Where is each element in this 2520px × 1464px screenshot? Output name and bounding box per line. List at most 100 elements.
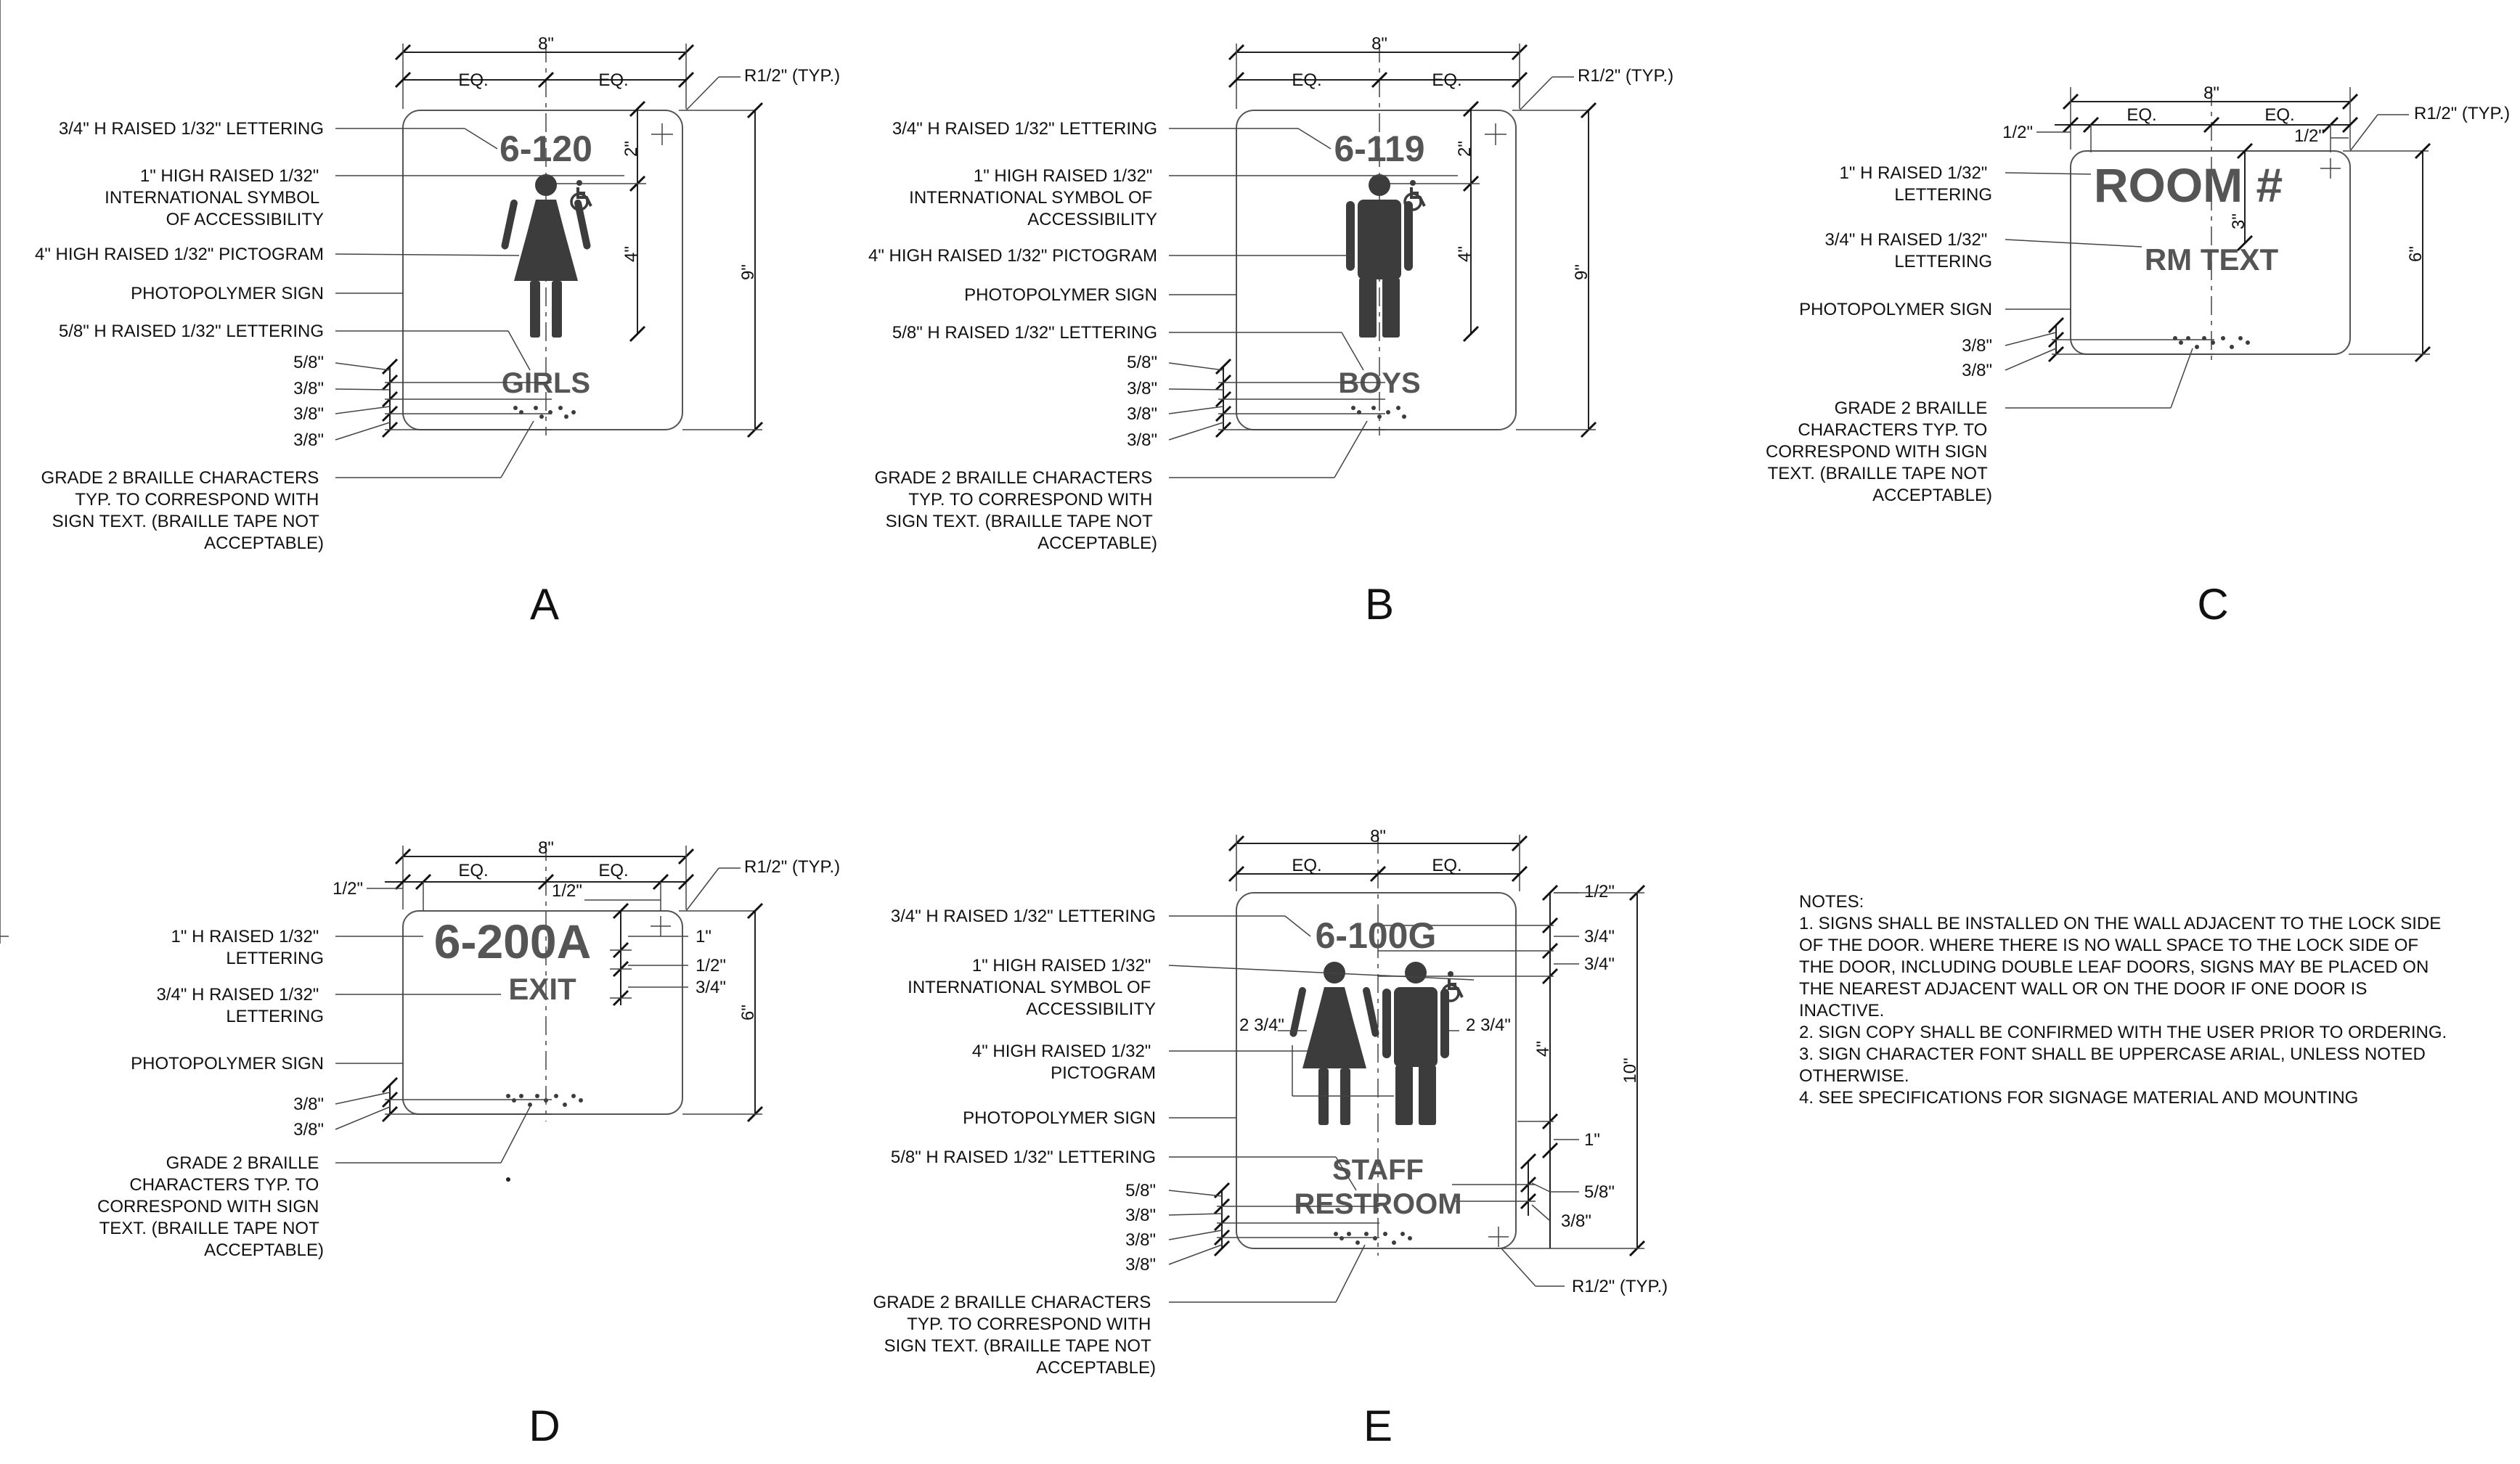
lbl-photopolymer: PHOTOPOLYMER SIGN	[131, 284, 324, 303]
dim-height: 10"	[1620, 1058, 1640, 1083]
sign-text: RM TEXT	[2145, 242, 2279, 277]
dim-eq-left: EQ.	[1292, 70, 1321, 90]
radius-label: R1/2" (TYP.)	[2414, 104, 2510, 123]
dim-3in: 3"	[2229, 213, 2248, 229]
detail-letter-b: B	[1365, 580, 1394, 629]
dim-2in: 2"	[621, 141, 641, 157]
lbl-34: 3/4" H RAISED 1/32" LETTERING	[892, 119, 1157, 139]
dim-38: 3/8"	[1127, 430, 1157, 450]
note-line: 3. SIGN CHARACTER FONT SHALL BE UPPERCAS…	[1799, 1044, 2426, 1064]
lbl-photopolymer: PHOTOPOLYMER SIGN	[963, 1108, 1156, 1128]
lbl-pictogram: 4" HIGH RAISED 1/32" PICTOGRAM	[868, 246, 1157, 266]
dim-4in: 4"	[1455, 246, 1475, 262]
dim-38: 3/8"	[293, 379, 324, 398]
dim-34: 3/4"	[1584, 927, 1615, 946]
room-number: 6-120	[499, 128, 592, 169]
dim-eq-left: EQ.	[458, 70, 488, 90]
sign-text: GIRLS	[502, 367, 590, 399]
dim-58: 5/8"	[1125, 1181, 1156, 1201]
lbl-isa: 1" HIGH RAISED 1/32" INTERNATIONAL SYMBO…	[105, 166, 324, 229]
dim-half-right: 1/2"	[2294, 126, 2325, 146]
dim-38: 3/8"	[1125, 1255, 1156, 1275]
lbl-34: 3/4" H RAISED 1/32" LETTERING	[157, 985, 324, 1026]
note-line: 2. SIGN COPY SHALL BE CONFIRMED WITH THE…	[1799, 1023, 2447, 1042]
dim-height: 6"	[738, 1005, 758, 1021]
note-line: OTHERWISE.	[1799, 1066, 1909, 1086]
radius-label: R1/2" (TYP.)	[1578, 66, 1673, 86]
note-line: INACTIVE.	[1799, 1001, 1884, 1021]
sign-e: 8" EQ. EQ. 1/2" 3/4" 3/4" 4" 1" 5/8"	[873, 827, 1668, 1450]
sign-text: EXIT	[508, 972, 576, 1006]
dim-38: 3/8"	[293, 1095, 324, 1114]
braille-icon	[1334, 1232, 1412, 1245]
dim-38: 3/8"	[1127, 379, 1157, 398]
dim-eq-left: EQ.	[2126, 105, 2156, 125]
lbl-braille: GRADE 2 BRAILLE CHARACTERS TYP. TO CORRE…	[875, 468, 1157, 553]
dim-width: 8"	[2203, 83, 2219, 103]
note-line: 4. SEE SPECIFICATIONS FOR SIGNAGE MATERI…	[1799, 1088, 2358, 1108]
dim-38: 3/8"	[1561, 1211, 1591, 1231]
braille-icon	[1351, 406, 1406, 419]
dim-38: 3/8"	[1962, 361, 1992, 380]
room-number: 6-119	[1334, 128, 1424, 169]
dim-eq-left: EQ.	[1292, 856, 1321, 875]
room-number: 6-100G	[1316, 915, 1437, 956]
dim-1in: 1"	[1584, 1130, 1600, 1150]
dim-width: 8"	[1371, 34, 1387, 54]
dim-1in: 1"	[696, 927, 711, 946]
woman-pictogram-icon	[1289, 962, 1380, 1125]
dim-eq-right: EQ.	[598, 70, 628, 90]
dim-eq-right: EQ.	[598, 861, 628, 880]
dim-height: 9"	[1572, 264, 1591, 280]
dim-58: 5/8"	[1584, 1182, 1615, 1202]
dim-half: 1/2"	[696, 956, 726, 976]
dim-234-left: 2 3/4"	[1239, 1015, 1284, 1035]
note-line: 1. SIGNS SHALL BE INSTALLED ON THE WALL …	[1799, 914, 2441, 933]
dim-34: 3/4"	[1584, 954, 1615, 974]
sign-b: 8" EQ. EQ. R1/2" (TYP.) 9" 2" 4" 6-119 B…	[868, 34, 1673, 629]
dim-eq-right: EQ.	[1432, 70, 1461, 90]
dim-width: 8"	[538, 838, 554, 858]
note-line: THE DOOR, INCLUDING DOUBLE LEAF DOORS, S…	[1799, 957, 2429, 977]
lbl-photopolymer: PHOTOPOLYMER SIGN	[1799, 300, 1992, 319]
dim-eq-right: EQ.	[1432, 856, 1461, 875]
dim-58: 5/8"	[1127, 353, 1157, 372]
sign-text-line1: STAFF	[1332, 1154, 1424, 1186]
detail-letter-a: A	[530, 580, 559, 629]
lbl-braille: GRADE 2 BRAILLE CHARACTERS TYP. TO CORRE…	[1766, 398, 1992, 505]
dim-eq-left: EQ.	[458, 861, 488, 880]
lbl-braille: GRADE 2 BRAILLE CHARACTERS TYP. TO CORRE…	[97, 1153, 324, 1260]
lbl-58: 5/8" H RAISED 1/32" LETTERING	[59, 322, 324, 341]
dim-half-right: 1/2"	[552, 881, 582, 901]
dim-38: 3/8"	[293, 404, 324, 424]
sign-d: 8" EQ. EQ. 1/2" 1/2" R1/2" (TYP.) 6" 1" …	[0, 838, 840, 1450]
sign-c: 8" EQ. EQ. 1/2" 1/2" R1/2" (TYP.) 6" 3" …	[1766, 83, 2510, 629]
dim-38: 3/8"	[293, 430, 324, 450]
sign-text: BOYS	[1338, 367, 1420, 399]
room-number: 6-200A	[434, 915, 591, 968]
detail-letter-e: E	[1363, 1402, 1392, 1450]
dim-4in: 4"	[1533, 1041, 1553, 1057]
lbl-58: 5/8" H RAISED 1/32" LETTERING	[892, 323, 1157, 343]
detail-letter-c: C	[2197, 580, 2228, 629]
dim-38: 3/8"	[1962, 336, 1992, 356]
dim-height: 9"	[738, 264, 758, 280]
lbl-braille: GRADE 2 BRAILLE CHARACTERS TYP. TO CORRE…	[873, 1293, 1156, 1378]
detail-letter-d: D	[529, 1402, 560, 1450]
lbl-1in: 1" H RAISED 1/32" LETTERING	[171, 927, 324, 968]
sign-a: 8" EQ. EQ. R1/2" (TYP.) 9" 2" 4" 6-120 G…	[0, 0, 840, 944]
man-pictogram-icon	[1382, 962, 1449, 1125]
radius-label: R1/2" (TYP.)	[744, 857, 840, 877]
note-line: THE NEAREST ADJACENT WALL OR ON THE DOOR…	[1799, 979, 2367, 999]
lbl-isa: 1" HIGH RAISED 1/32" INTERNATIONAL SYMBO…	[908, 956, 1156, 1019]
dim-34: 3/4"	[696, 978, 726, 997]
dim-width: 8"	[538, 34, 554, 54]
dim-half-left: 1/2"	[2002, 123, 2033, 142]
dim-half: 1/2"	[1584, 882, 1615, 901]
dim-38: 3/8"	[1127, 404, 1157, 424]
dim-38: 3/8"	[293, 1120, 324, 1140]
lbl-34: 3/4" H RAISED 1/32" LETTERING	[59, 119, 324, 139]
notes-title: NOTES:	[1799, 892, 1864, 912]
dim-58: 5/8"	[293, 353, 324, 372]
